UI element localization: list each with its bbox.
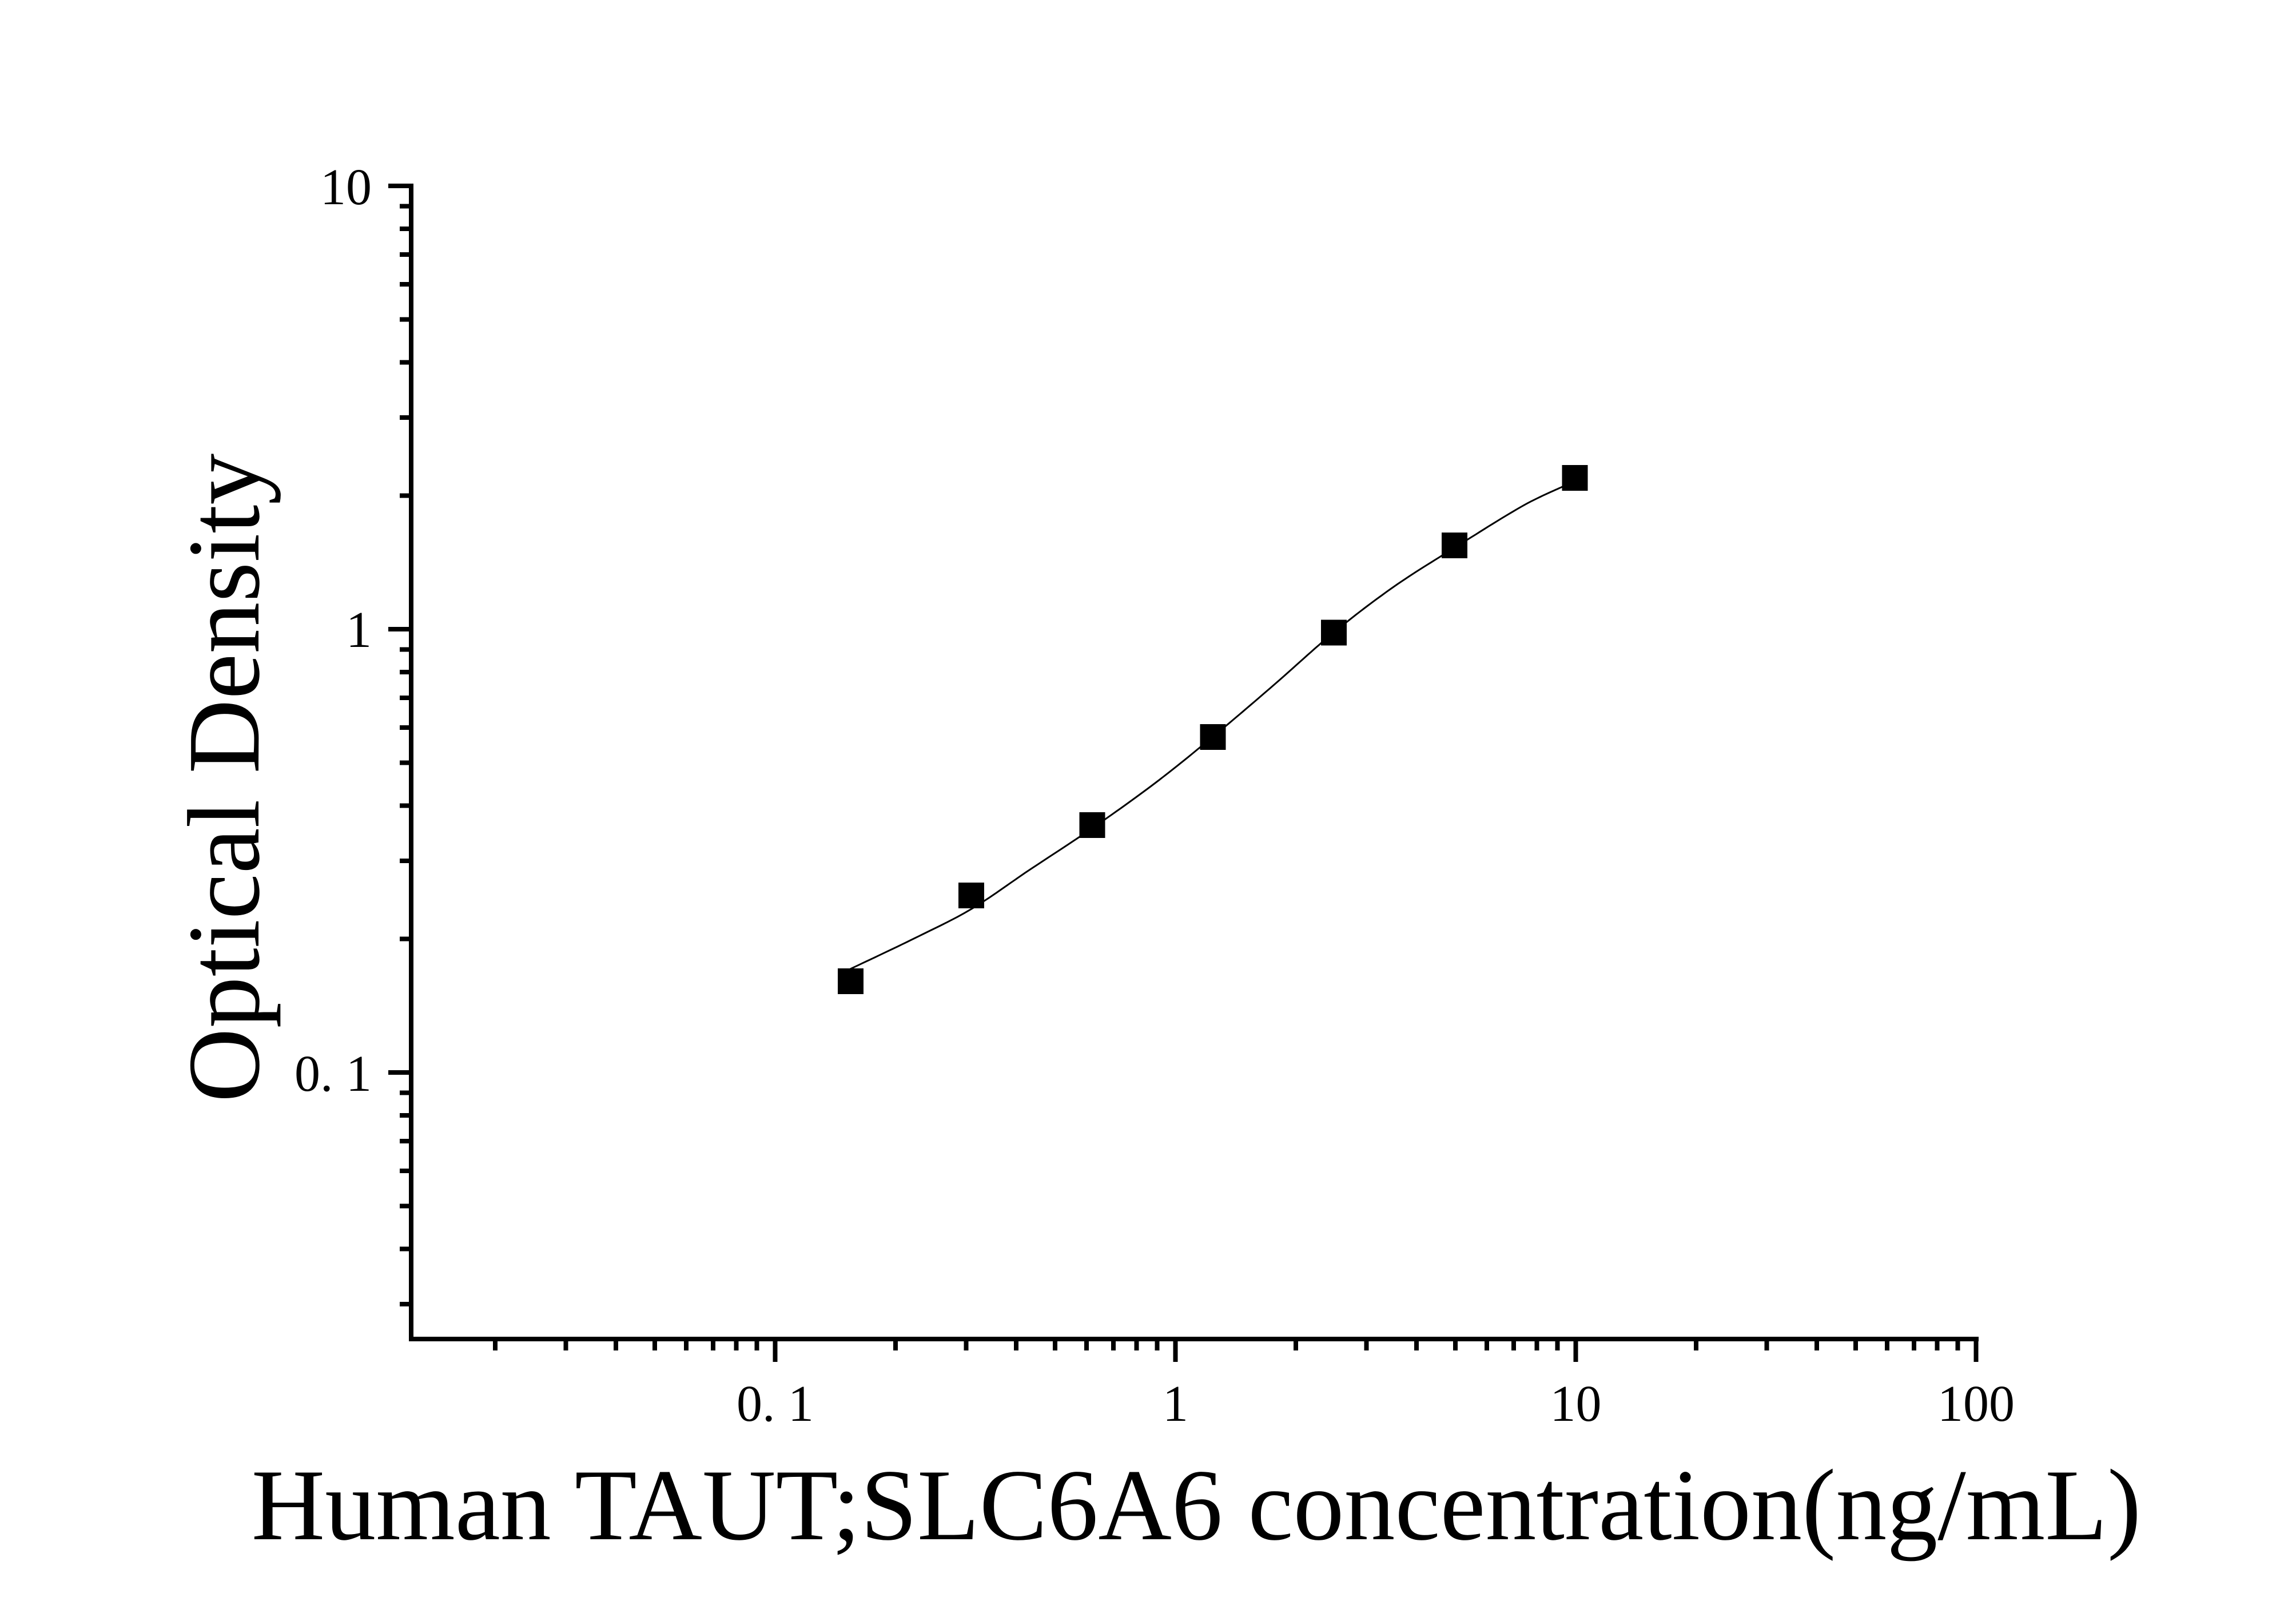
svg-text:Optical Density: Optical Density <box>167 454 281 1103</box>
svg-text:100: 100 <box>1937 1376 2015 1432</box>
svg-text:1: 1 <box>1163 1376 1188 1432</box>
svg-text:10: 10 <box>320 159 372 216</box>
svg-text:10: 10 <box>1550 1376 1602 1432</box>
svg-text:0. 1: 0. 1 <box>737 1376 814 1432</box>
svg-text:0. 1: 0. 1 <box>295 1046 372 1102</box>
svg-text:1: 1 <box>346 602 372 658</box>
svg-text:Human TAUT;SLC6A6 concentratio: Human TAUT;SLC6A6 concentration(ng/mL) <box>252 1448 2142 1562</box>
